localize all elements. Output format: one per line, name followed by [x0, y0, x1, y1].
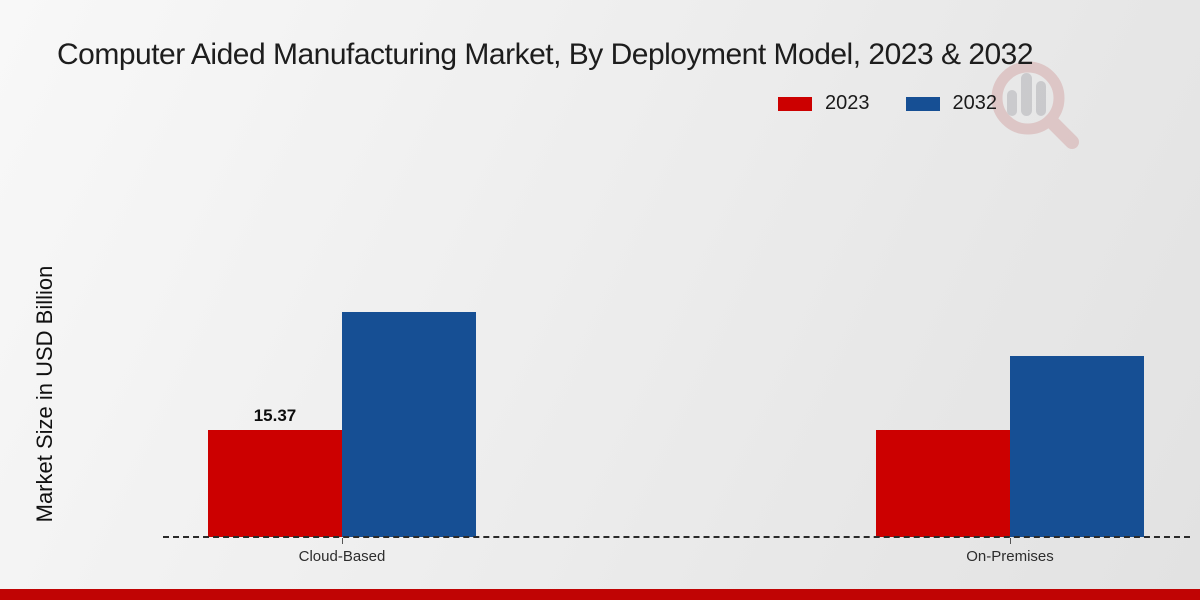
bar-value-label: 15.37: [253, 406, 297, 425]
bar-on-premises-2032: [1010, 356, 1144, 537]
x-axis-tick-cloud-based: [342, 538, 343, 544]
x-axis-tick-on-premises: [1010, 538, 1011, 544]
watermark-bar-tall-icon: [1021, 73, 1032, 116]
bar-on-premises-2023: [876, 430, 1010, 537]
watermark-handle-icon: [1044, 114, 1079, 149]
bar-cloud-based-2032: [342, 312, 476, 537]
category-label-cloud-based: Cloud-Based: [298, 548, 386, 565]
watermark-ring-icon: [991, 61, 1065, 135]
watermark-bar-short-icon: [1007, 90, 1017, 116]
legend-swatch-2032: [905, 96, 940, 111]
footer-accent-bar: [0, 589, 1200, 600]
legend-label-2032: 2032: [952, 92, 998, 114]
category-label-on-premises: On-Premises: [966, 548, 1054, 565]
watermark-bar-mid-icon: [1036, 81, 1046, 116]
y-axis-label: Market Size in USD Billion: [32, 265, 57, 523]
chart-title: Computer Aided Manufacturing Market, By …: [57, 38, 1034, 71]
legend-swatch-2023: [778, 96, 812, 111]
x-axis-baseline: [163, 536, 1190, 538]
legend-label-2023: 2023: [825, 92, 870, 114]
legend: 2023 2032: [778, 92, 997, 115]
watermark-logo: [991, 61, 1079, 149]
bar-cloud-based-2023: [208, 430, 342, 537]
